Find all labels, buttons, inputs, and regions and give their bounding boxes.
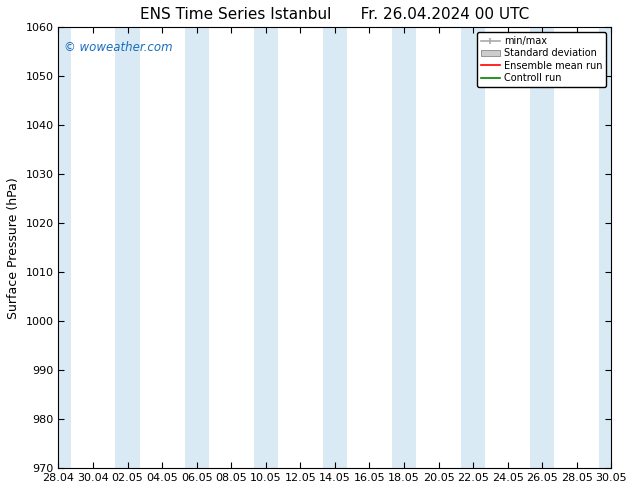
Bar: [46, 27, 70, 468]
Legend: min/max, Standard deviation, Ensemble mean run, Controll run: min/max, Standard deviation, Ensemble me…: [477, 32, 606, 87]
Bar: [184, 27, 209, 468]
Bar: [254, 27, 278, 468]
Bar: [115, 27, 139, 468]
Bar: [323, 27, 347, 468]
Title: ENS Time Series Istanbul      Fr. 26.04.2024 00 UTC: ENS Time Series Istanbul Fr. 26.04.2024 …: [140, 7, 529, 22]
Bar: [461, 27, 485, 468]
Bar: [599, 27, 623, 468]
Bar: [392, 27, 416, 468]
Y-axis label: Surface Pressure (hPa): Surface Pressure (hPa): [7, 177, 20, 318]
Text: © woweather.com: © woweather.com: [64, 41, 172, 53]
Bar: [530, 27, 554, 468]
